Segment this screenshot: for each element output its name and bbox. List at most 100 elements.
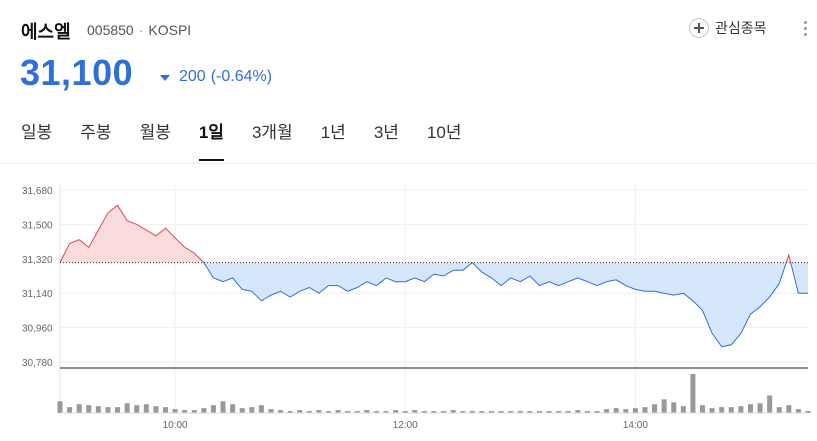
volume-bar [67, 407, 73, 413]
y-tick-label: 30,780 [22, 358, 53, 369]
volume-bar [508, 411, 514, 413]
y-tick-label: 31,320 [22, 255, 53, 266]
volume-bar [210, 405, 216, 413]
volume-bar [220, 401, 226, 413]
area-up [60, 205, 808, 263]
volume-bar [421, 411, 427, 413]
y-tick-label: 31,140 [22, 289, 53, 300]
volume-bar [105, 407, 111, 413]
volume-bar [565, 411, 571, 413]
volume-bar [364, 410, 370, 413]
volume-bar [393, 410, 399, 413]
volume-bar [604, 409, 610, 413]
y-tick-label: 30,960 [22, 324, 53, 335]
volume-bar [709, 408, 715, 413]
volume-bar [239, 408, 245, 413]
volume-bar [412, 410, 418, 413]
volume-bar [402, 411, 408, 413]
volume-bar [383, 411, 389, 413]
change-percent: (-0.64%) [210, 68, 273, 85]
volume-bar [517, 411, 523, 413]
tab-7[interactable]: 10년 [426, 123, 462, 142]
volume-bar [345, 411, 351, 413]
tab-5[interactable]: 1년 [320, 123, 346, 142]
volume-bar [431, 411, 437, 413]
volume-bar [623, 409, 629, 413]
volume-bar [680, 406, 686, 413]
volume-bar [795, 409, 801, 413]
volume-bar [479, 411, 485, 413]
x-tick-label: 14:00 [623, 420, 648, 431]
add-watchlist-label: 관심종목 [715, 20, 767, 36]
volume-bar [191, 410, 197, 413]
tab-3[interactable]: 1일 [198, 118, 225, 161]
volume-bar [278, 410, 284, 413]
volume-bar [690, 374, 696, 413]
volume-bar [162, 407, 168, 413]
tab-2[interactable]: 월봉 [139, 123, 171, 142]
intraday-chart[interactable]: 31,680 31,500 31,320 31,140 30,960 30,780 10:0… [0, 164, 817, 441]
separator-dot: · [138, 22, 144, 38]
volume-bar [201, 408, 207, 413]
volume-bar [57, 401, 63, 413]
more-vertical-icon[interactable] [804, 21, 808, 37]
volume-bar [182, 410, 188, 413]
stock-header: 에스엘 005850 · KOSPI 관심종목 [21, 12, 817, 48]
y-tick-label: 31,680 [22, 186, 53, 197]
volume-bar [115, 407, 121, 413]
volume-bar [700, 405, 706, 413]
add-watchlist-button[interactable]: 관심종목 [689, 18, 767, 38]
volume-bar [249, 407, 255, 413]
y-tick-label: 31,500 [22, 220, 53, 231]
volume-bar [527, 411, 533, 413]
volume-bar [594, 411, 600, 413]
volume-bar [326, 411, 332, 413]
volume-bar [738, 406, 744, 413]
volume-bar [441, 411, 447, 413]
volume-bar [297, 410, 303, 413]
volume-bar [143, 404, 149, 413]
volume-bar [230, 404, 236, 413]
volume-bar [556, 411, 562, 413]
volume-bar [95, 406, 101, 413]
volume-bar [536, 411, 542, 413]
volume-bar [575, 410, 581, 413]
volume-bar [134, 405, 140, 413]
price-change: 200 (-0.64%) [160, 68, 272, 86]
price-line-down [60, 262, 808, 348]
volume-bar [776, 407, 782, 413]
change-amount: 200 [179, 68, 206, 85]
volume-bar [316, 410, 322, 413]
volume-bar [124, 403, 130, 413]
volume-bar [767, 395, 773, 413]
volume-bar [258, 405, 264, 413]
volume-bar [373, 411, 379, 413]
x-tick-label: 12:00 [393, 420, 418, 431]
stock-market: KOSPI [148, 22, 192, 38]
period-tabs: 일봉 주봉 월봉 1일 3개월 1년 3년 10년 [21, 118, 489, 161]
volume-bar [728, 407, 734, 413]
volume-bar [268, 409, 274, 413]
volume-bar [786, 405, 792, 413]
tab-6[interactable]: 3년 [373, 123, 399, 142]
volume-bar [460, 411, 466, 413]
volume-bar [86, 405, 92, 413]
volume-bar [661, 399, 667, 413]
volume-bar [287, 411, 293, 413]
tab-4[interactable]: 3개월 [251, 123, 293, 142]
volume-bar [306, 411, 312, 413]
down-triangle-icon [160, 75, 170, 81]
volume-bar [76, 404, 82, 413]
volume-bar [632, 408, 638, 413]
tab-0[interactable]: 일봉 [21, 123, 53, 142]
volume-bar [153, 406, 159, 413]
stock-code-number: 005850 [87, 22, 134, 38]
plus-circle-icon [689, 18, 709, 38]
tab-1[interactable]: 주봉 [80, 123, 112, 142]
tab-divider [0, 163, 817, 164]
volume-bar [469, 411, 475, 413]
area-down [203, 262, 808, 347]
stock-name: 에스엘 [21, 22, 71, 42]
volume-bar [642, 407, 648, 413]
volume-bar [498, 411, 504, 413]
